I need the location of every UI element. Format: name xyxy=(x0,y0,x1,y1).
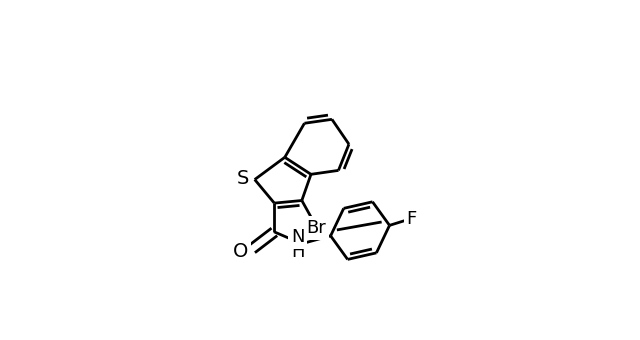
Text: S: S xyxy=(237,169,249,188)
Text: F: F xyxy=(406,210,417,228)
Text: O: O xyxy=(232,242,248,261)
Text: H: H xyxy=(291,242,305,260)
Text: N: N xyxy=(291,228,305,246)
Text: Br: Br xyxy=(307,219,326,237)
